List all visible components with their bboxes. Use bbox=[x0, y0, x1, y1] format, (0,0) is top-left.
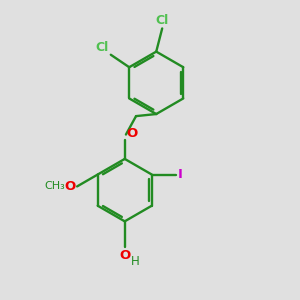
Text: I: I bbox=[177, 168, 182, 181]
Text: H: H bbox=[131, 255, 140, 268]
Text: O: O bbox=[127, 127, 138, 140]
Text: Cl: Cl bbox=[156, 14, 169, 27]
Text: Cl: Cl bbox=[96, 40, 109, 54]
Text: O: O bbox=[65, 180, 76, 193]
Text: CH₃: CH₃ bbox=[44, 182, 64, 191]
Text: O: O bbox=[119, 249, 130, 262]
